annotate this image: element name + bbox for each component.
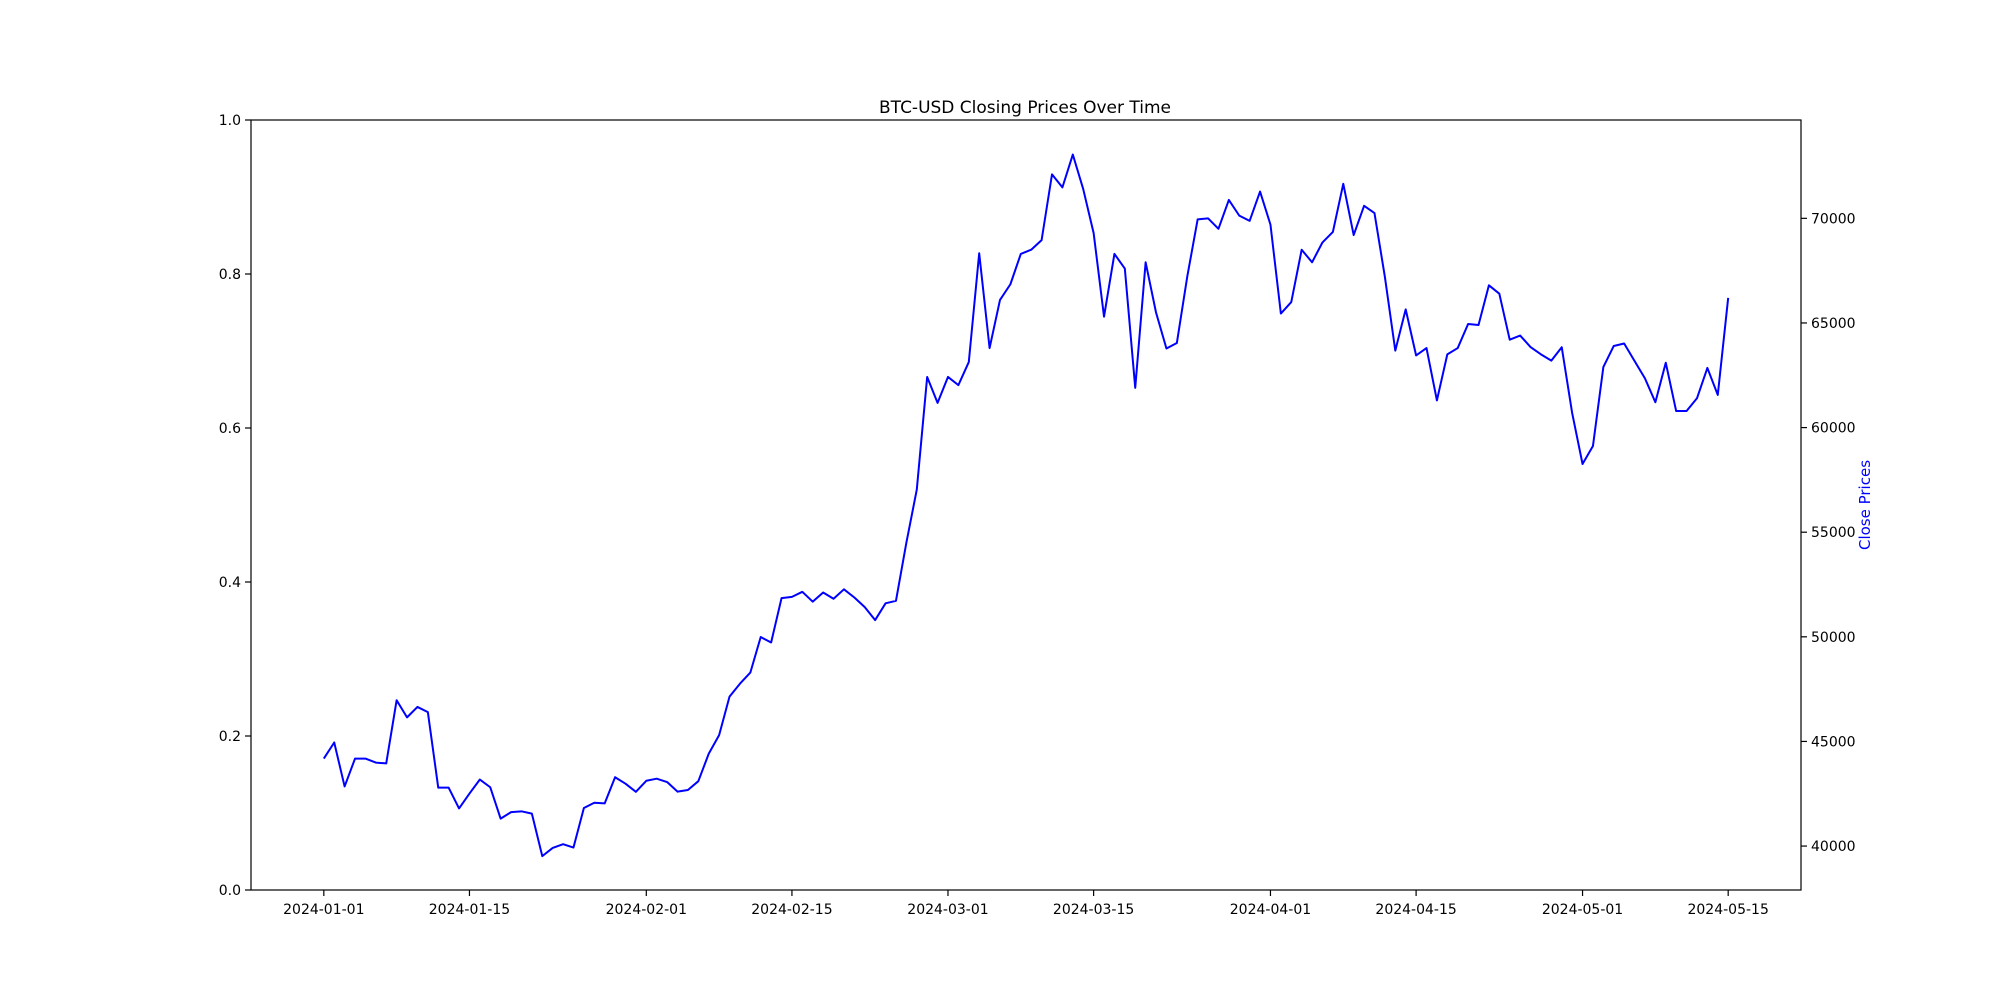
x-tick-label: 2024-05-15 [1687,902,1768,918]
series-line [322,153,1730,858]
plot-lines [322,153,1730,858]
right-y-tick-label: 55000 [1811,525,1856,541]
right-y-tick-label: 65000 [1811,316,1856,332]
left-y-tick-label: 0.6 [219,421,241,437]
chart-title: BTC-USD Closing Prices Over Time [879,98,1171,118]
x-tick-label: 2024-01-15 [429,902,510,918]
left-y-tick-label: 0.0 [219,883,241,899]
right-y-axis: 40000 45000 50000 55000 60000 65000 70000 [1801,211,1856,855]
x-tick-label: 2024-02-15 [751,902,832,918]
x-tick-label: 2024-05-01 [1542,902,1623,918]
left-y-tick-label: 0.8 [219,267,241,283]
left-y-axis: 0.0 0.2 0.4 0.6 0.8 1.0 [219,113,251,899]
right-y-axis-label: Close Prices [1856,460,1874,550]
x-tick-label: 2024-04-15 [1375,902,1456,918]
left-y-tick-label: 0.2 [219,729,241,745]
x-tick-label: 2024-02-01 [606,902,687,918]
x-tick-label: 2024-04-01 [1230,902,1311,918]
x-axis: 2024-01-01 2024-01-15 2024-02-01 2024-02-15… [283,890,1769,918]
right-y-tick-label: 40000 [1811,839,1856,855]
right-y-tick-label: 50000 [1811,630,1856,646]
x-tick-label: 2024-01-01 [283,902,364,918]
left-y-tick-label: 0.4 [219,575,241,591]
right-y-tick-label: 45000 [1811,734,1856,750]
plot-frame [250,119,1802,891]
right-y-tick-label: 70000 [1811,211,1856,227]
right-y-tick-label: 60000 [1811,421,1856,437]
x-tick-label: 2024-03-15 [1053,902,1134,918]
x-tick-label: 2024-03-01 [907,902,988,918]
left-y-tick-label: 1.0 [219,113,241,129]
